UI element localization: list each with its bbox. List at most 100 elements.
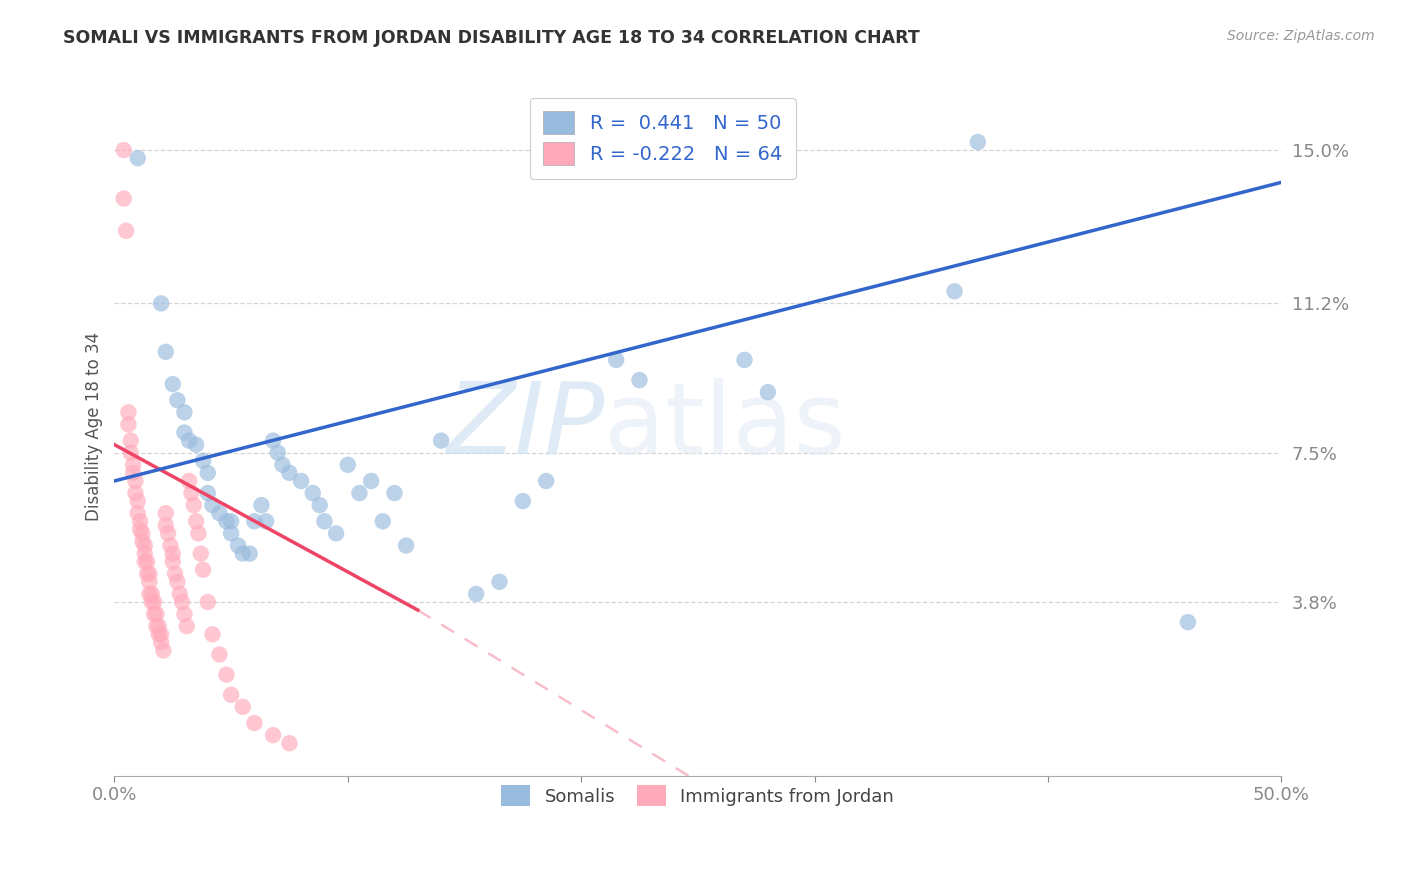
- Point: [290, 474, 312, 488]
- Point: [136, 555, 159, 569]
- Point: [134, 555, 156, 569]
- Point: [117, 417, 139, 432]
- Point: [1177, 615, 1199, 630]
- Point: [239, 547, 262, 561]
- Point: [336, 458, 359, 472]
- Point: [131, 534, 153, 549]
- Point: [250, 498, 273, 512]
- Point: [254, 514, 277, 528]
- Point: [262, 728, 284, 742]
- Point: [162, 547, 184, 561]
- Point: [138, 574, 160, 589]
- Point: [232, 547, 254, 561]
- Point: [226, 539, 249, 553]
- Point: [138, 587, 160, 601]
- Point: [308, 498, 330, 512]
- Point: [138, 566, 160, 581]
- Point: [184, 514, 207, 528]
- Point: [177, 474, 200, 488]
- Point: [267, 446, 290, 460]
- Point: [155, 344, 177, 359]
- Point: [534, 474, 557, 488]
- Point: [271, 458, 294, 472]
- Point: [262, 434, 284, 448]
- Point: [628, 373, 651, 387]
- Point: [166, 393, 188, 408]
- Point: [124, 474, 146, 488]
- Point: [155, 506, 177, 520]
- Point: [122, 458, 145, 472]
- Point: [349, 486, 371, 500]
- Point: [157, 526, 180, 541]
- Point: [173, 607, 195, 621]
- Point: [197, 466, 219, 480]
- Point: [169, 587, 191, 601]
- Point: [148, 627, 170, 641]
- Point: [176, 619, 198, 633]
- Point: [145, 607, 167, 621]
- Point: [117, 405, 139, 419]
- Text: ZIP: ZIP: [446, 378, 605, 475]
- Point: [129, 522, 152, 536]
- Point: [165, 566, 187, 581]
- Point: [124, 486, 146, 500]
- Point: [187, 526, 209, 541]
- Text: SOMALI VS IMMIGRANTS FROM JORDAN DISABILITY AGE 18 TO 34 CORRELATION CHART: SOMALI VS IMMIGRANTS FROM JORDAN DISABIL…: [63, 29, 920, 46]
- Point: [395, 539, 418, 553]
- Point: [152, 643, 174, 657]
- Point: [967, 135, 990, 149]
- Point: [129, 514, 152, 528]
- Point: [143, 595, 166, 609]
- Text: atlas: atlas: [605, 378, 846, 475]
- Point: [183, 498, 205, 512]
- Point: [605, 352, 627, 367]
- Point: [219, 688, 242, 702]
- Point: [127, 151, 149, 165]
- Point: [371, 514, 394, 528]
- Point: [219, 526, 242, 541]
- Point: [177, 434, 200, 448]
- Point: [756, 385, 779, 400]
- Point: [734, 352, 756, 367]
- Point: [219, 514, 242, 528]
- Point: [150, 296, 173, 310]
- Point: [278, 466, 301, 480]
- Point: [430, 434, 453, 448]
- Point: [136, 566, 159, 581]
- Point: [232, 700, 254, 714]
- Point: [314, 514, 336, 528]
- Point: [943, 285, 966, 299]
- Point: [488, 574, 510, 589]
- Point: [215, 667, 238, 681]
- Point: [201, 498, 224, 512]
- Point: [173, 405, 195, 419]
- Point: [134, 539, 156, 553]
- Point: [120, 446, 142, 460]
- Point: [197, 486, 219, 500]
- Point: [201, 627, 224, 641]
- Point: [243, 716, 266, 731]
- Point: [145, 619, 167, 633]
- Point: [325, 526, 347, 541]
- Point: [112, 192, 135, 206]
- Point: [120, 434, 142, 448]
- Point: [159, 539, 181, 553]
- Point: [122, 466, 145, 480]
- Point: [127, 506, 149, 520]
- Point: [208, 648, 231, 662]
- Point: [148, 619, 170, 633]
- Y-axis label: Disability Age 18 to 34: Disability Age 18 to 34: [86, 332, 103, 521]
- Point: [141, 587, 163, 601]
- Point: [184, 437, 207, 451]
- Text: Source: ZipAtlas.com: Source: ZipAtlas.com: [1227, 29, 1375, 43]
- Point: [384, 486, 406, 500]
- Point: [155, 518, 177, 533]
- Point: [172, 595, 194, 609]
- Point: [166, 574, 188, 589]
- Legend: Somalis, Immigrants from Jordan: Somalis, Immigrants from Jordan: [492, 776, 903, 815]
- Point: [127, 494, 149, 508]
- Point: [465, 587, 488, 601]
- Point: [360, 474, 382, 488]
- Point: [131, 526, 153, 541]
- Point: [112, 143, 135, 157]
